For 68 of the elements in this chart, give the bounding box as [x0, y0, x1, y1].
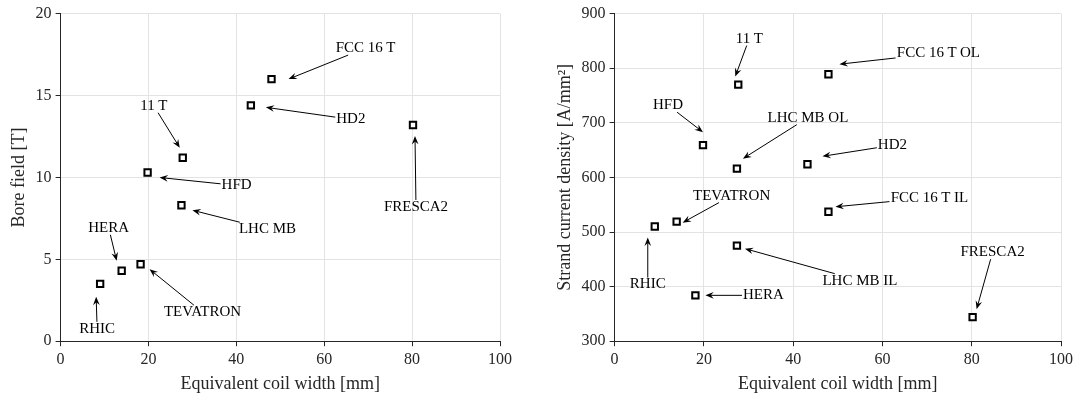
annotation: FCC 16 T IL: [890, 188, 969, 205]
annotation: FRESCA2: [960, 243, 1025, 260]
point: [691, 291, 700, 300]
annotation: RHIC: [629, 275, 666, 292]
x-tick-label: 0: [56, 350, 65, 367]
annotation: FCC 16 T OL: [896, 44, 981, 61]
y-tick-label: 0: [43, 331, 52, 349]
x-tick-label: 80: [404, 350, 421, 367]
x-tick-label: 60: [316, 350, 333, 367]
x-tick-label: 60: [874, 350, 891, 367]
x-tick-label: 0: [610, 350, 619, 367]
point: [136, 260, 145, 269]
y-tick-label: 800: [581, 58, 606, 76]
x-tick-label: 80: [963, 350, 980, 367]
annotation: HERA: [742, 286, 784, 303]
point: [734, 80, 743, 89]
x-tick-label: 20: [140, 350, 157, 367]
y-axis-title: Strand current density [A/mm²]: [553, 63, 574, 291]
y-tick-label: 15: [35, 85, 52, 103]
point: [246, 101, 256, 110]
point: [650, 222, 659, 231]
point: [698, 141, 708, 150]
annotation: LHC MB IL: [822, 271, 898, 288]
point: [672, 217, 681, 226]
x-tick-label: 40: [785, 350, 802, 367]
y-axis-title: Bore field [T]: [7, 127, 28, 228]
annotation: 11 T: [140, 96, 168, 113]
point: [824, 207, 833, 216]
annotation: LHC MB OL: [767, 108, 849, 125]
x-tick-label: 40: [228, 350, 245, 367]
annotation: HFD: [221, 176, 252, 193]
annotation: RHIC: [79, 319, 116, 336]
annotation: TEVATRON: [163, 303, 242, 320]
point: [824, 70, 833, 79]
point: [143, 168, 152, 177]
point: [178, 153, 187, 162]
y-tick-label: 20: [35, 3, 52, 21]
y-tick-label: 400: [581, 276, 606, 294]
y-tick-label: 700: [581, 113, 606, 130]
x-axis-title: Equivalent coil width [mm]: [738, 372, 938, 393]
y-tick-label: 300: [581, 331, 606, 349]
x-tick-label: 100: [1049, 350, 1073, 367]
point: [803, 160, 812, 169]
y-tick-label: 5: [43, 249, 52, 267]
annotation: HD2: [877, 136, 908, 153]
annotation: FRESCA2: [383, 197, 449, 214]
annotation: 11 T: [735, 29, 763, 46]
x-axis-title: Equivalent coil width [mm]: [180, 372, 381, 393]
y-tick-label: 600: [581, 167, 606, 185]
annotation: HERA: [88, 218, 130, 235]
point: [267, 74, 276, 84]
annotation: TEVATRON: [693, 186, 771, 203]
point: [968, 312, 977, 322]
point: [95, 279, 105, 289]
point: [732, 164, 742, 173]
annotation: LHC MB: [238, 220, 296, 237]
point: [732, 241, 742, 250]
annotation: FCC 16 T: [335, 39, 396, 56]
x-tick-label: 100: [488, 350, 512, 367]
point: [177, 201, 186, 210]
point: [408, 120, 418, 130]
annotation: HFD: [652, 96, 684, 113]
point: [117, 266, 126, 275]
x-tick-label: 20: [695, 350, 712, 367]
y-tick-label: 10: [35, 167, 52, 185]
y-tick-label: 500: [581, 222, 606, 240]
y-tick-label: 900: [581, 3, 606, 21]
annotation: HD2: [336, 110, 366, 127]
